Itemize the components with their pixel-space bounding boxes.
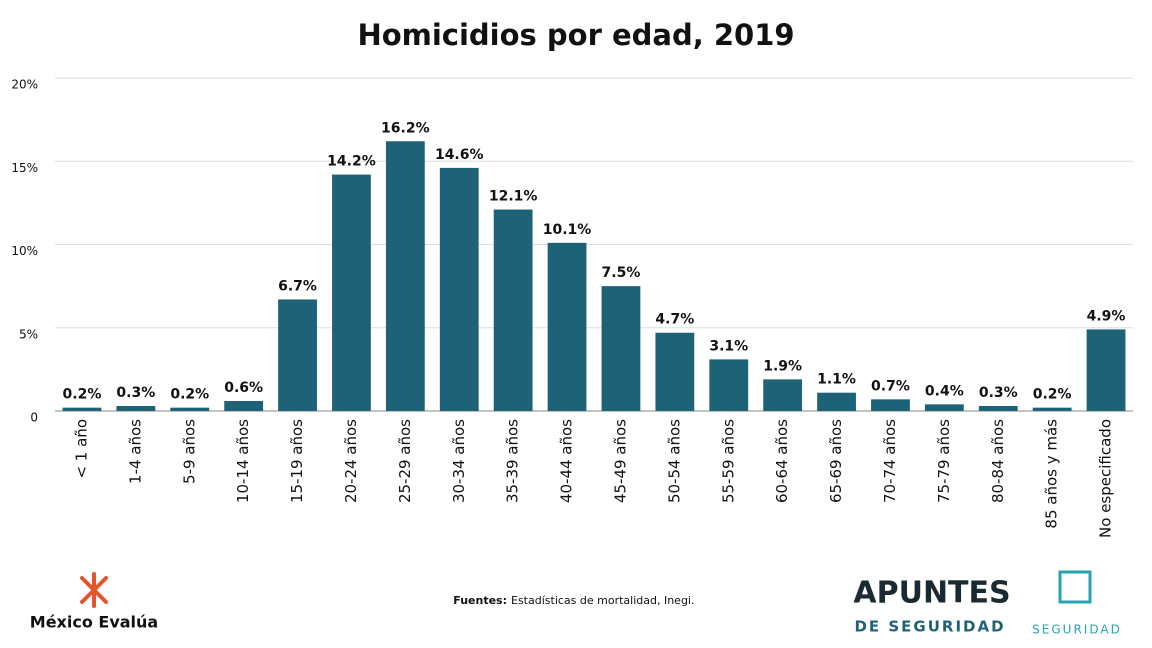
- source-label: Fuentes:: [453, 594, 507, 607]
- bar: [871, 399, 910, 411]
- bar: [62, 407, 102, 411]
- value-label: 1.1%: [817, 372, 856, 388]
- value-label: 16.2%: [381, 120, 430, 136]
- bar: [709, 359, 749, 411]
- x-tick-label: < 1 año: [72, 419, 90, 479]
- value-label: 0.4%: [925, 383, 964, 399]
- value-label: 0.6%: [224, 380, 263, 396]
- x-tick-label: No especificado: [1097, 419, 1115, 538]
- value-label: 0.3%: [979, 385, 1018, 401]
- source-text: Estadísticas de mortalidad, Inegi.: [511, 594, 695, 607]
- x-tick-label: 85 años y más: [1043, 419, 1061, 529]
- bar: [978, 406, 1018, 411]
- y-tick-label: 5%: [19, 327, 38, 341]
- x-tick-label: 75-79 años: [935, 419, 953, 503]
- y-tick-label: 20%: [11, 78, 38, 92]
- x-tick-label: 45-49 años: [611, 419, 629, 503]
- value-label: 4.7%: [655, 312, 694, 328]
- value-label: 0.2%: [63, 387, 102, 403]
- chart-title: Homicidios por edad, 2019: [357, 18, 794, 52]
- logo-icon: [1058, 570, 1092, 604]
- x-tick-label: 20-24 años: [342, 419, 360, 503]
- x-tick-label: 50-54 años: [665, 419, 683, 503]
- bar: [1086, 329, 1126, 411]
- value-label: 0.7%: [871, 378, 910, 394]
- logo-bottom: DE SEGURIDAD: [854, 618, 1005, 636]
- value-label: 0.2%: [170, 387, 209, 403]
- y-tick-label: 0: [30, 411, 38, 425]
- bar: [763, 379, 803, 411]
- bar: [116, 406, 156, 411]
- bar: [170, 407, 210, 411]
- value-label: 14.2%: [327, 154, 376, 170]
- bar: [1032, 407, 1072, 411]
- value-label: 0.3%: [116, 385, 155, 401]
- bar: [385, 141, 425, 411]
- x-tick-label: 35-39 años: [504, 419, 522, 503]
- value-label: 12.1%: [489, 189, 538, 205]
- x-tick-label: 55-59 años: [719, 419, 737, 503]
- x-tick-label: 40-44 años: [558, 419, 576, 503]
- value-label: 7.5%: [602, 265, 641, 281]
- bar: [547, 242, 587, 411]
- logo-right: SEGURIDAD: [1032, 623, 1122, 637]
- brand-name: México Evalúa: [30, 613, 158, 632]
- logo-box: [858, 572, 998, 616]
- bar: [817, 392, 856, 411]
- value-label: 1.9%: [763, 358, 802, 374]
- y-tick-label: 15%: [11, 161, 38, 175]
- bar: [439, 167, 479, 411]
- bar: [493, 209, 533, 411]
- x-tick-label: 1-4 años: [126, 419, 144, 484]
- x-tick-label: 65-69 años: [827, 419, 845, 503]
- y-tick-label: 10%: [11, 244, 38, 258]
- x-tick-label: 15-19 años: [288, 419, 306, 503]
- x-tick-label: 10-14 años: [234, 419, 252, 503]
- logo-top: APUNTES: [853, 576, 1010, 611]
- value-label: 6.7%: [278, 278, 317, 294]
- brand-logo: [80, 572, 108, 608]
- value-label: 4.9%: [1087, 308, 1126, 324]
- value-label: 10.1%: [543, 222, 592, 238]
- x-tick-label: 70-74 años: [881, 419, 899, 503]
- bar: [332, 174, 371, 411]
- bar: [278, 299, 317, 411]
- value-label: 0.2%: [1033, 387, 1072, 403]
- value-label: 3.1%: [709, 338, 748, 354]
- x-tick-label: 25-29 años: [396, 419, 414, 503]
- bar: [224, 401, 264, 411]
- value-label: 14.6%: [435, 147, 484, 163]
- bar: [655, 332, 695, 411]
- x-tick-label: 30-34 años: [450, 419, 468, 503]
- x-tick-label: 60-64 años: [773, 419, 791, 503]
- bar: [924, 404, 964, 411]
- x-tick-label: 80-84 años: [989, 419, 1007, 503]
- x-tick-label: 5-9 años: [180, 419, 198, 484]
- bar: [601, 286, 641, 411]
